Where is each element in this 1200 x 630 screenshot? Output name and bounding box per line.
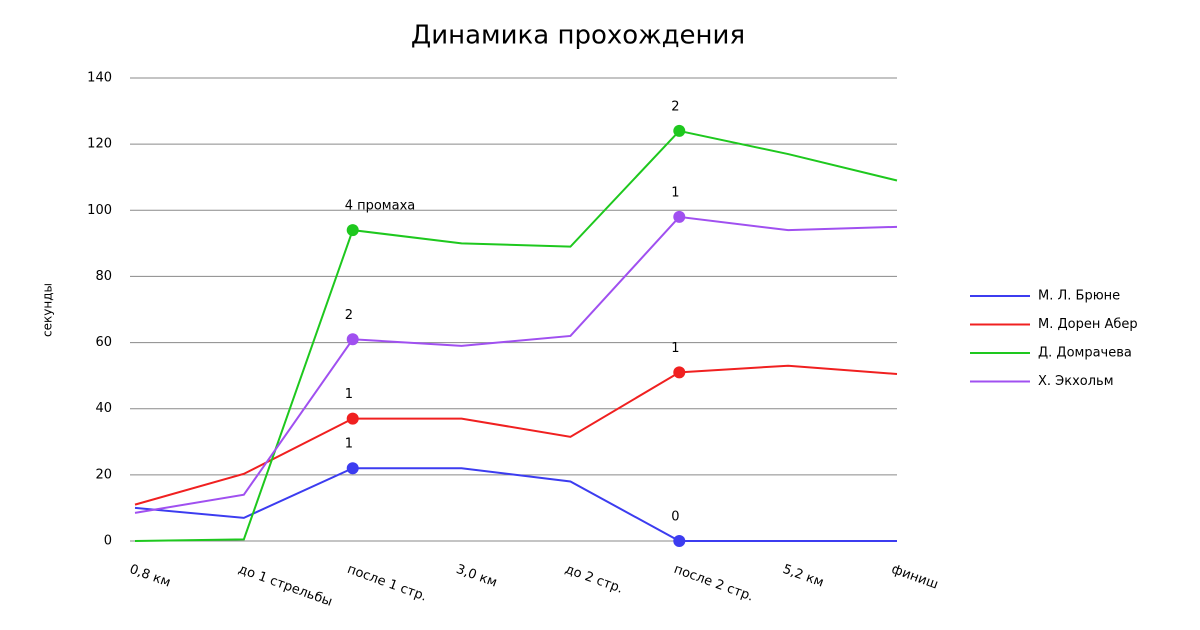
point-marker xyxy=(346,412,359,425)
annotation: 1 xyxy=(671,341,679,356)
annotation: 2 xyxy=(671,99,679,114)
series-line xyxy=(134,215,898,514)
x-tick-label: после 2 стр. xyxy=(672,562,756,605)
legend-label: М. Дорен Абер xyxy=(1038,317,1138,332)
y-tick-label: 140 xyxy=(87,71,112,86)
point-marker xyxy=(673,210,686,223)
series-line xyxy=(134,364,898,506)
annotation: 1 xyxy=(345,437,353,452)
series-line xyxy=(134,129,898,542)
series-line xyxy=(134,467,897,542)
legend-label: Д. Домрачева xyxy=(1038,346,1132,361)
point-marker xyxy=(673,124,686,137)
y-tick-label: 120 xyxy=(87,137,112,152)
legend-label: М. Л. Брюне xyxy=(1038,289,1120,304)
point-marker xyxy=(346,333,359,346)
x-tick-label: финиш xyxy=(889,562,940,593)
annotation: 4 промаха xyxy=(345,199,416,214)
legend-label: Х. Экхольм xyxy=(1038,374,1114,389)
y-tick-label: 20 xyxy=(95,467,112,482)
x-tick-label: после 1 стр. xyxy=(345,562,429,605)
x-tick-label: 0,8 км xyxy=(127,562,172,591)
y-tick-label: 40 xyxy=(95,401,112,416)
point-marker xyxy=(673,535,686,547)
point-marker xyxy=(346,224,359,237)
x-tick-label: до 2 стр. xyxy=(563,562,625,597)
y-tick-label: 100 xyxy=(87,203,112,218)
x-tick-label: 5,2 км xyxy=(781,562,826,591)
x-tick-label: 3,0 км xyxy=(454,562,499,591)
annotation: 0 xyxy=(671,510,679,525)
y-tick-label: 60 xyxy=(95,335,112,350)
point-marker xyxy=(346,462,359,475)
annotation: 1 xyxy=(671,185,679,200)
annotation: 2 xyxy=(345,308,353,323)
chart-title: Динамика прохождения xyxy=(411,21,745,51)
y-tick-label: 80 xyxy=(95,269,112,284)
x-tick-label: до 1 стрельбы xyxy=(236,562,334,610)
y-tick-label: 0 xyxy=(104,534,112,549)
point-marker xyxy=(673,366,686,379)
y-axis-label: секунды xyxy=(41,283,55,337)
annotation: 1 xyxy=(345,387,353,402)
